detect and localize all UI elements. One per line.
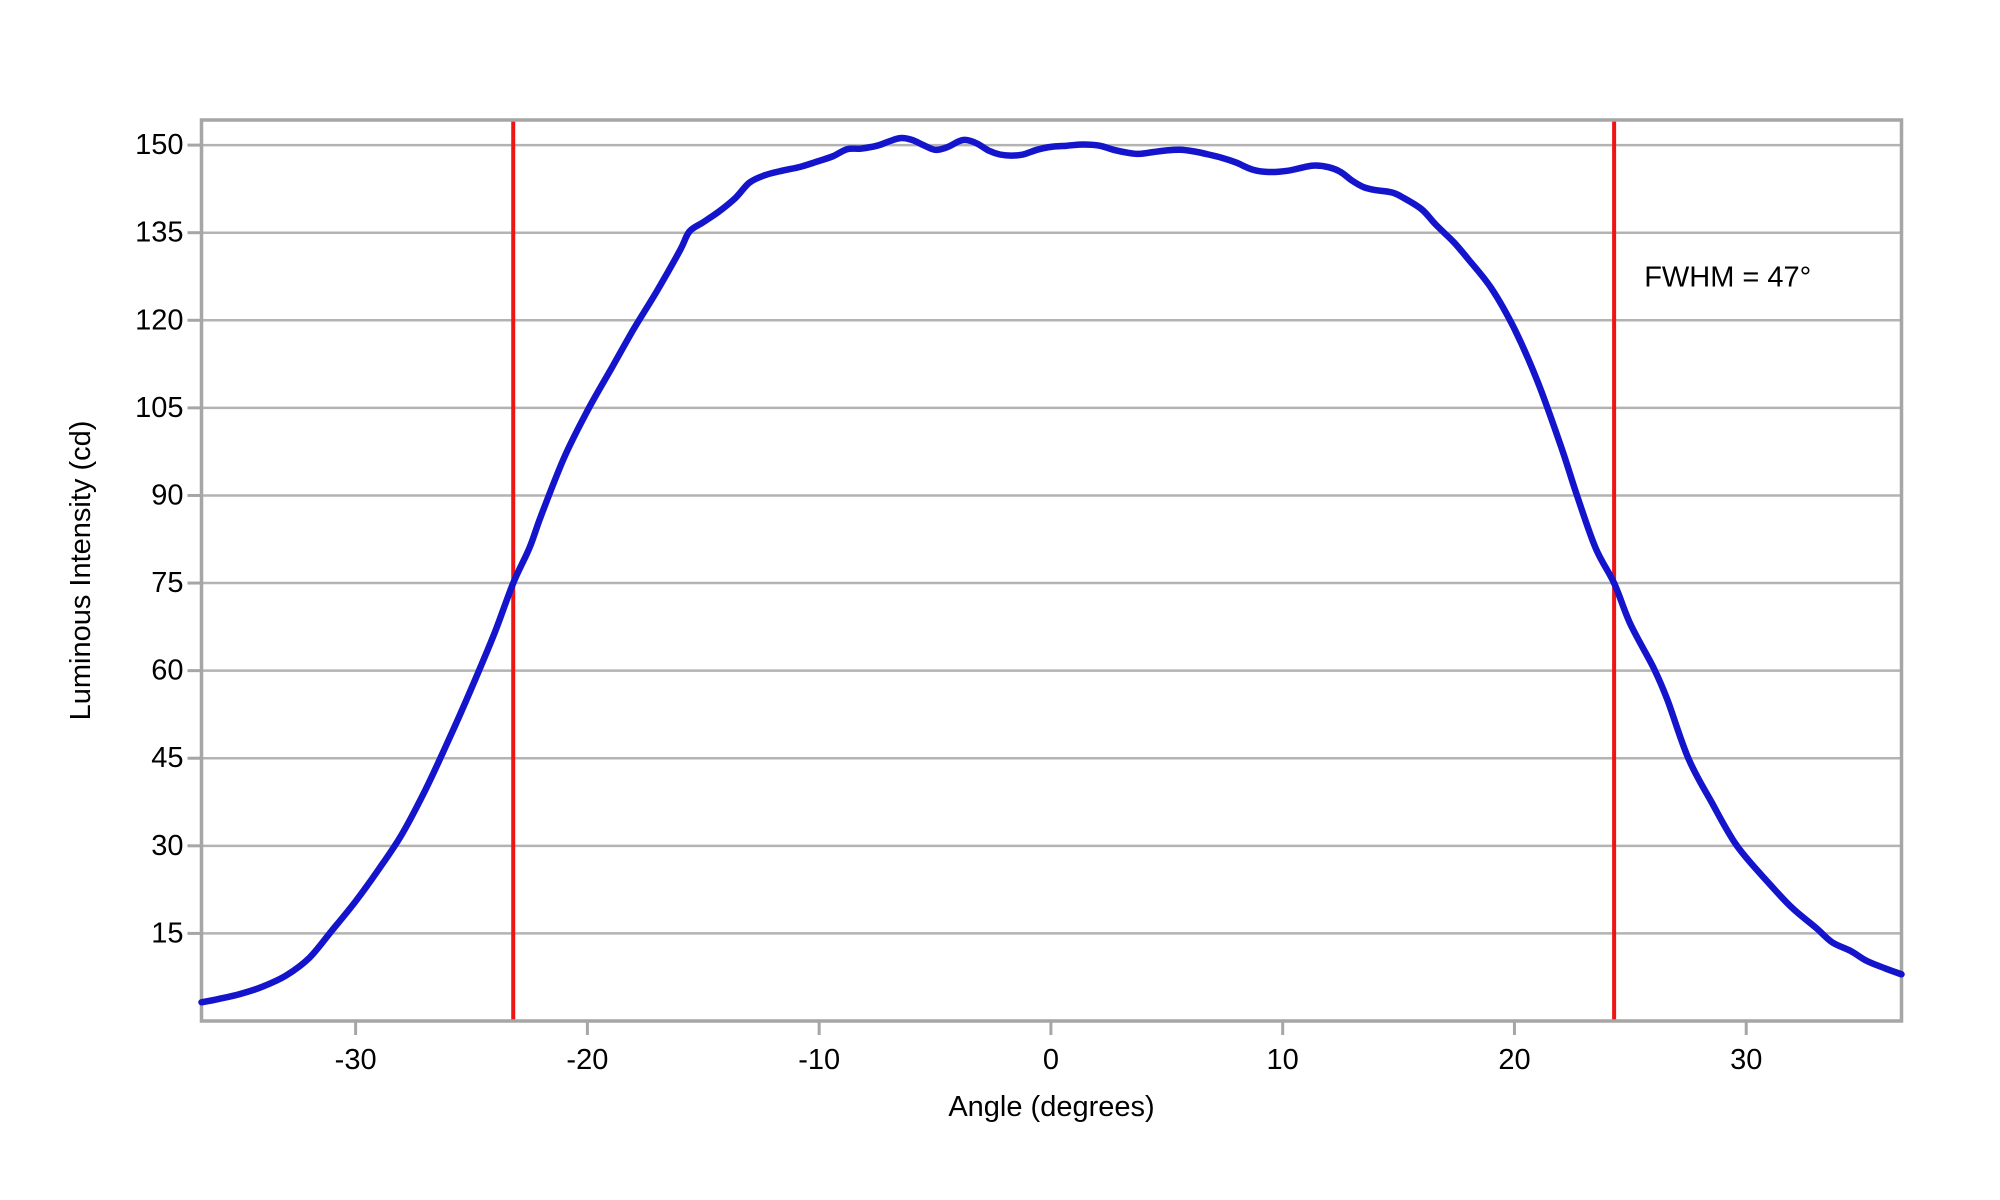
x-tick-label-0: 0	[1043, 1044, 1059, 1076]
x-tick-label--20: -20	[566, 1044, 608, 1076]
x-axis-tick-labels: -30 -20 -10 0 10 20 30	[335, 1044, 1763, 1076]
x-axis-tick-marks	[354, 1021, 1748, 1035]
y-tick-label-120: 120	[135, 304, 183, 336]
y-tick-label-105: 105	[135, 392, 183, 424]
y-tick-label-75: 75	[151, 567, 183, 599]
y-axis-tick-labels: 15 30 45 60 75 90 105 120 135 150	[135, 129, 183, 949]
y-tick-label-135: 135	[135, 217, 183, 249]
plot-border	[199, 118, 1904, 1023]
y-axis-tick-marks	[187, 143, 202, 935]
x-tick-label-30: 30	[1730, 1044, 1762, 1076]
y-tick-label-15: 15	[151, 917, 183, 949]
x-tick-label--30: -30	[335, 1044, 377, 1076]
x-axis-title: Angle (degrees)	[948, 1091, 1154, 1123]
x-tick-label-20: 20	[1498, 1044, 1530, 1076]
y-tick-label-30: 30	[151, 830, 183, 862]
gridlines	[201, 143, 1902, 935]
x-tick-label--10: -10	[798, 1044, 840, 1076]
y-tick-label-60: 60	[151, 655, 183, 687]
y-tick-label-90: 90	[151, 479, 183, 511]
plot-background	[201, 120, 1902, 1021]
y-tick-label-150: 150	[135, 129, 183, 161]
y-axis-title: Luminous Intensity (cd)	[65, 421, 97, 721]
x-tick-label-10: 10	[1267, 1044, 1299, 1076]
y-tick-label-45: 45	[151, 742, 183, 774]
intensity-curve	[198, 134, 1905, 1006]
fwhm-annotation: FWHM = 47°	[1644, 262, 1811, 294]
